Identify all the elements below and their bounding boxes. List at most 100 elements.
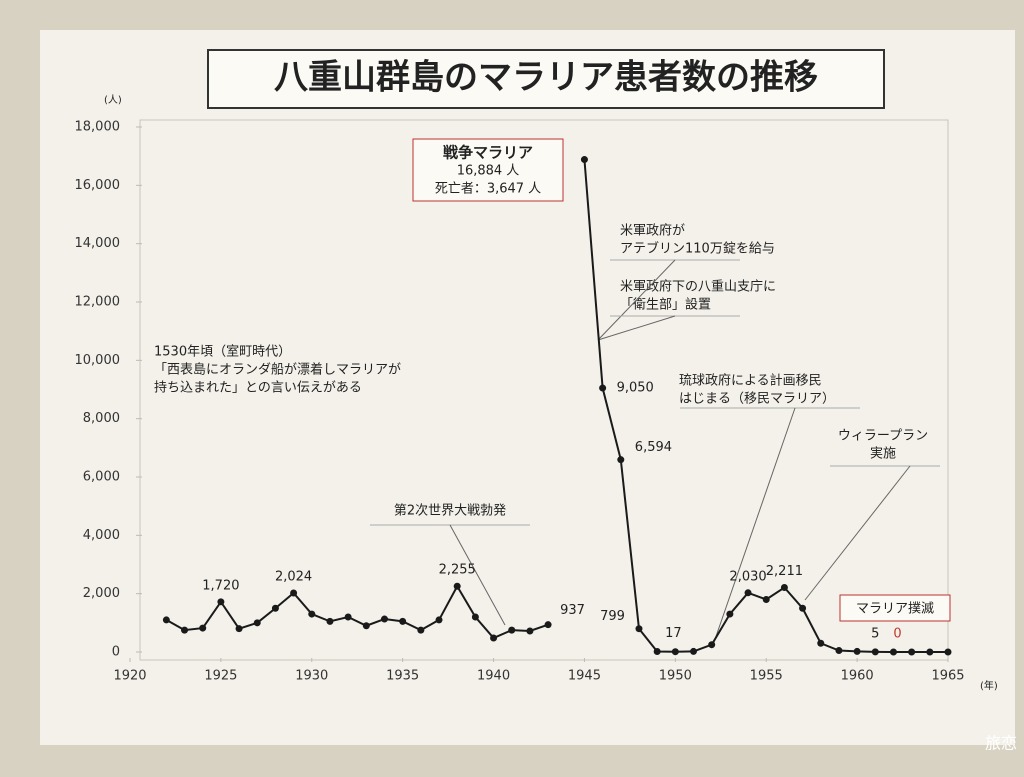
watermark: 旅恋 bbox=[985, 734, 1017, 753]
data-point bbox=[799, 604, 807, 612]
x-tick-label: 1955 bbox=[750, 669, 783, 684]
data-point bbox=[271, 604, 279, 612]
data-point bbox=[744, 589, 752, 597]
data-point bbox=[471, 613, 479, 621]
data-point bbox=[926, 648, 934, 656]
data-point bbox=[181, 626, 189, 634]
data-point bbox=[580, 156, 588, 164]
x-tick-label: 1935 bbox=[386, 669, 419, 684]
value-label: 799 bbox=[600, 609, 625, 624]
annotation-box bbox=[839, 594, 951, 622]
y-tick-label: 6,000 bbox=[83, 470, 120, 485]
data-point bbox=[199, 624, 207, 632]
data-point bbox=[399, 617, 407, 625]
annotation-box bbox=[412, 138, 564, 202]
data-point bbox=[762, 596, 770, 603]
x-tick-label: 1945 bbox=[568, 669, 601, 684]
data-point bbox=[780, 584, 788, 592]
y-tick-label: 14,000 bbox=[75, 236, 121, 251]
annotation: 1530年頃（室町時代） bbox=[154, 344, 291, 360]
chart-title: 八重山群島のマラリア患者数の推移 bbox=[274, 58, 818, 98]
leader-line bbox=[449, 524, 506, 626]
y-tick-label: 12,000 bbox=[75, 295, 121, 310]
data-point bbox=[508, 626, 516, 634]
annotation: アテブリン110万錠を給与 bbox=[620, 241, 775, 257]
data-point bbox=[235, 625, 243, 633]
leader-line bbox=[597, 315, 676, 341]
y-tick-label: 0 bbox=[112, 645, 120, 660]
value-label: 0 bbox=[893, 627, 901, 642]
annotation: ウィラープラン bbox=[838, 429, 928, 444]
data-point bbox=[690, 647, 698, 655]
annotation: 持ち込まれた」との言い伝えがある bbox=[154, 381, 362, 396]
x-tick-label: 1920 bbox=[113, 669, 146, 684]
data-point bbox=[162, 616, 170, 624]
x-tick-label: 1950 bbox=[659, 669, 692, 684]
data-point bbox=[635, 625, 643, 633]
data-point bbox=[617, 456, 625, 464]
x-tick-label: 1940 bbox=[477, 669, 510, 684]
data-point bbox=[435, 616, 443, 624]
x-unit: (年) bbox=[980, 679, 998, 692]
x-tick-label: 1925 bbox=[204, 669, 237, 684]
value-label: 6,594 bbox=[635, 440, 672, 455]
data-point bbox=[453, 582, 461, 590]
annotation: 琉球政府による計画移民 bbox=[679, 373, 822, 389]
data-point bbox=[344, 613, 352, 621]
annotation: 米軍政府下の八重山支庁に bbox=[620, 279, 776, 295]
x-tick-label: 1965 bbox=[931, 669, 964, 684]
data-point bbox=[490, 634, 498, 642]
data-point bbox=[599, 384, 607, 392]
annotation: 死亡者：3,647 人 bbox=[435, 182, 541, 197]
title-box bbox=[207, 49, 885, 109]
data-point bbox=[944, 648, 952, 656]
value-label: 2,024 bbox=[275, 569, 312, 584]
data-point bbox=[726, 610, 734, 618]
leader-line bbox=[711, 407, 796, 649]
y-tick-label: 4,000 bbox=[83, 528, 120, 543]
y-tick-label: 8,000 bbox=[83, 411, 120, 426]
value-label: 2,211 bbox=[766, 564, 803, 579]
data-point bbox=[544, 621, 552, 629]
data-point bbox=[362, 622, 370, 630]
y-tick-label: 18,000 bbox=[75, 120, 121, 135]
x-tick-label: 1960 bbox=[841, 669, 874, 684]
data-point bbox=[853, 647, 861, 655]
value-label: 1,720 bbox=[202, 578, 239, 593]
data-point bbox=[217, 598, 225, 606]
data-point bbox=[671, 648, 679, 656]
annotation: はじまる（移民マラリア） bbox=[679, 392, 835, 407]
y-tick-label: 16,000 bbox=[75, 178, 121, 193]
annotation: 実施 bbox=[870, 446, 896, 462]
leader-line bbox=[804, 465, 911, 601]
value-label: 17 bbox=[665, 626, 682, 641]
data-point bbox=[417, 626, 425, 634]
data-point bbox=[835, 647, 843, 655]
data-point bbox=[253, 619, 261, 627]
data-point bbox=[380, 615, 388, 623]
data-point bbox=[889, 648, 897, 656]
y-unit: (人) bbox=[104, 94, 122, 106]
value-label: 2,255 bbox=[439, 563, 476, 578]
data-point bbox=[653, 648, 661, 656]
data-point bbox=[871, 648, 879, 656]
data-point bbox=[290, 589, 298, 597]
annotation: 16,884 人 bbox=[457, 164, 520, 179]
data-point bbox=[817, 639, 825, 647]
data-point bbox=[308, 610, 316, 618]
plot-frame bbox=[139, 119, 949, 661]
data-point bbox=[526, 627, 534, 635]
x-tick-label: 1930 bbox=[295, 669, 328, 684]
annotation: 「西表島にオランダ船が漂着しマラリアが bbox=[154, 362, 401, 378]
y-tick-label: 2,000 bbox=[83, 586, 120, 601]
annotation: 米軍政府が bbox=[620, 224, 685, 239]
value-label: 9,050 bbox=[617, 381, 654, 396]
leader-line bbox=[597, 259, 676, 341]
annotation: 「衛生部」設置 bbox=[620, 297, 711, 313]
data-point bbox=[908, 648, 916, 656]
annotation: 第2次世界大戦勃発 bbox=[394, 503, 506, 519]
value-label: 2,030 bbox=[729, 569, 766, 584]
value-label: 5 bbox=[871, 626, 879, 641]
annotation: 戦争マラリア bbox=[443, 144, 533, 162]
